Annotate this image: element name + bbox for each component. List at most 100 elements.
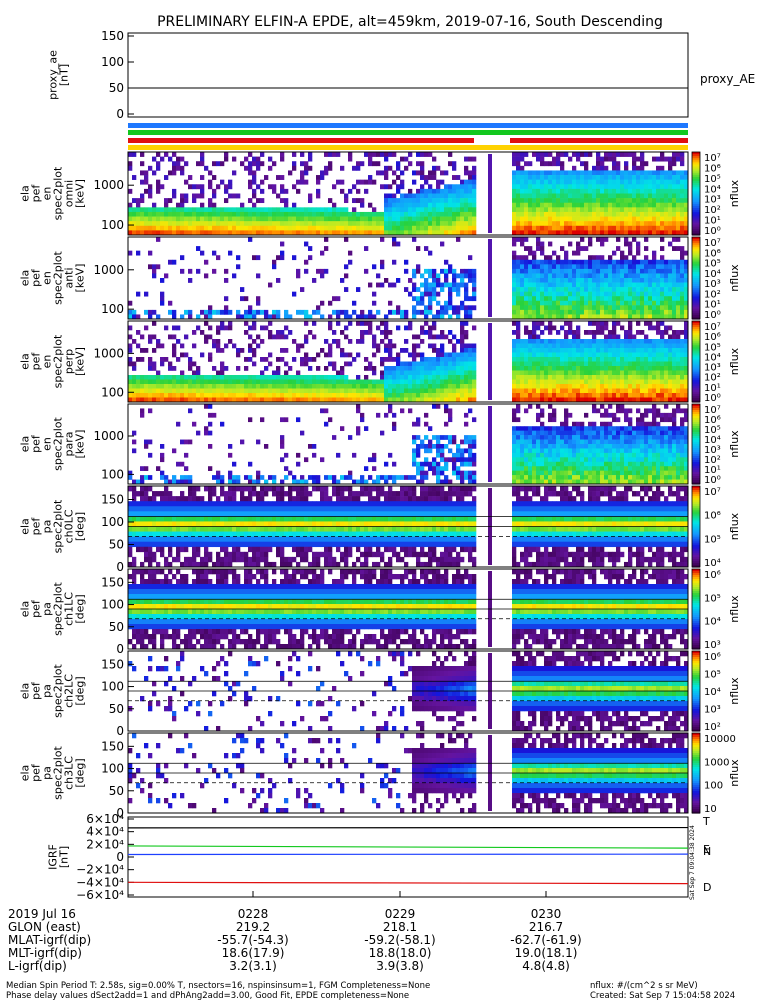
heatmap-cell	[680, 273, 685, 279]
heatmap-cell	[536, 193, 541, 199]
heatmap-cell	[592, 202, 597, 208]
heatmap-cell	[652, 325, 657, 331]
heatmap-cell	[632, 156, 637, 162]
heatmap-cell	[268, 475, 273, 480]
heatmap-cell	[456, 309, 461, 315]
heatmap-cell	[396, 188, 401, 194]
heatmap-cell	[672, 348, 677, 353]
heatmap-cell	[420, 282, 425, 288]
heatmap-cell	[660, 314, 665, 320]
heatmap-cell	[284, 314, 289, 320]
heatmap-cell	[632, 221, 637, 227]
heatmap-cell	[216, 330, 221, 335]
heatmap-cell	[380, 321, 385, 326]
heatmap-cell	[336, 393, 341, 398]
heatmap-cell	[672, 184, 677, 190]
heatmap-cell	[536, 417, 541, 423]
heatmap-cell	[588, 237, 593, 242]
heatmap-cell	[448, 330, 453, 335]
heatmap-cell	[352, 221, 357, 227]
heatmap-cell	[636, 170, 641, 176]
heatmap-cell	[536, 397, 541, 403]
heatmap-cell	[600, 348, 605, 353]
heatmap-cell	[596, 198, 601, 204]
heatmap-cell	[596, 216, 601, 222]
heatmap-cell	[524, 152, 529, 157]
heatmap-cell	[464, 165, 469, 171]
heatmap-cell	[240, 221, 245, 227]
heatmap-cell	[684, 230, 689, 236]
heatmap-cell	[340, 188, 345, 194]
heatmap-cell	[624, 264, 629, 270]
heatmap-cell	[444, 225, 449, 231]
heatmap-cell	[144, 207, 149, 213]
heatmap-cell	[372, 161, 377, 167]
heatmap-cell	[180, 207, 185, 213]
heatmap-cell	[452, 216, 457, 222]
heatmap-cell	[424, 412, 429, 418]
colorbar-cell	[692, 271, 700, 275]
heatmap-cell	[600, 388, 605, 394]
heatmap-cell	[660, 268, 665, 274]
heatmap-cell	[600, 264, 605, 270]
heatmap-cell	[532, 207, 537, 213]
heatmap-cell	[548, 325, 553, 331]
heatmap-cell	[576, 287, 581, 292]
heatmap-cell	[552, 278, 557, 283]
heatmap-cell	[568, 466, 573, 471]
heatmap-cell	[568, 452, 573, 458]
heatmap-cell	[628, 278, 633, 283]
heatmap-cell	[180, 343, 185, 349]
heatmap-cell	[576, 273, 581, 279]
colorbar-cell	[692, 257, 700, 261]
heatmap-cell	[256, 273, 261, 279]
heatmap-cell	[404, 366, 409, 371]
colorbar-tick: 10³	[704, 363, 721, 374]
heatmap-cell	[520, 384, 525, 389]
heatmap-cell	[656, 198, 661, 204]
heatmap-cell	[328, 417, 333, 423]
heatmap-cell	[384, 221, 389, 227]
heatmap-cell	[168, 170, 173, 176]
heatmap-cell	[408, 161, 413, 167]
heatmap-cell	[248, 417, 253, 423]
heatmap-cell	[556, 300, 561, 306]
heatmap-cell	[156, 393, 161, 398]
heatmap-cell	[524, 348, 529, 353]
colorbar-cell	[692, 160, 700, 163]
heatmap-cell	[644, 278, 649, 283]
heatmap-cell	[652, 278, 657, 283]
heatmap-cell	[368, 321, 373, 326]
heatmap-cell	[132, 175, 137, 180]
heatmap-cell	[656, 184, 661, 190]
heatmap-cell	[180, 393, 185, 398]
heatmap-cell	[168, 393, 173, 398]
heatmap-cell	[676, 305, 681, 311]
heatmap-cell	[648, 388, 653, 394]
heatmap-cell	[624, 352, 629, 358]
colorbar-cell	[692, 259, 700, 263]
heatmap-cell	[140, 179, 145, 185]
heatmap-cell	[524, 305, 529, 311]
heatmap-cell	[424, 305, 429, 311]
heatmap-cell	[684, 259, 689, 265]
colorbar-cell	[692, 187, 700, 190]
heatmap-cell	[388, 348, 393, 353]
heatmap-cell	[292, 384, 297, 389]
heatmap-cell	[424, 202, 429, 208]
heatmap-cell	[472, 435, 477, 440]
heatmap-cell	[452, 393, 457, 398]
heatmap-cell	[572, 305, 577, 311]
heatmap-cell	[672, 216, 677, 222]
heatmap-cell	[584, 393, 589, 398]
heatmap-cell	[436, 221, 441, 227]
heatmap-cell	[576, 357, 581, 362]
heatmap-cell	[564, 466, 569, 471]
heatmap-cell	[188, 475, 193, 480]
heatmap-cell	[668, 179, 673, 185]
heatmap-cell	[360, 393, 365, 398]
heatmap-cell	[472, 184, 477, 190]
heatmap-cell	[580, 357, 585, 362]
heatmap-cell	[668, 325, 673, 331]
heatmap-cell	[200, 397, 205, 403]
